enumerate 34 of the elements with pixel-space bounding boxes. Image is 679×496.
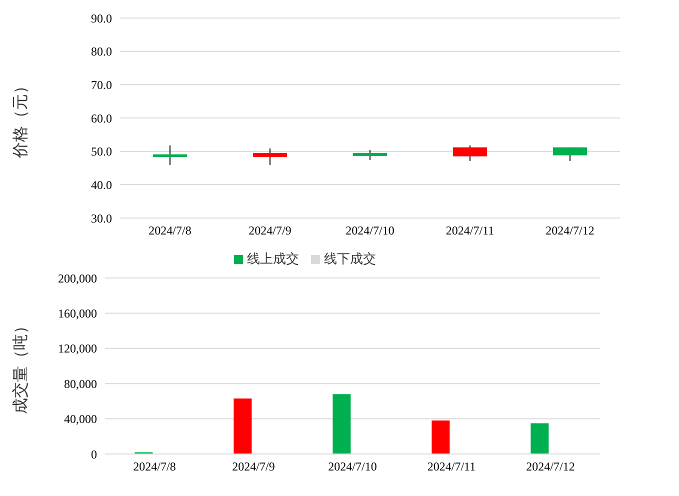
y-tick-label: 80,000 bbox=[64, 376, 97, 391]
legend-label: 线下成交 bbox=[323, 251, 376, 268]
y-tick-label: 80.0 bbox=[91, 44, 112, 59]
y-tick-label: 60.0 bbox=[91, 111, 112, 126]
legend-label: 线上成交 bbox=[246, 251, 299, 268]
x-tick-label: 2024/7/8 bbox=[133, 460, 176, 474]
y-tick-label: 40,000 bbox=[64, 412, 97, 426]
candlestick bbox=[253, 148, 287, 166]
y-tick-label: 160,000 bbox=[58, 306, 97, 320]
y-tick-label: 40.0 bbox=[91, 178, 112, 192]
y-axis-title: 成交量（吨） bbox=[10, 318, 30, 414]
y-tick-label: 200,000 bbox=[58, 271, 97, 286]
x-tick-label: 2024/7/8 bbox=[148, 224, 192, 238]
y-tick-label: 70.0 bbox=[91, 78, 112, 92]
y-axis-title: 价格（元） bbox=[10, 78, 30, 159]
x-tick-label: 2024/7/12 bbox=[546, 224, 594, 238]
y-tick-label: 50.0 bbox=[91, 144, 112, 159]
y-tick-label: 90.0 bbox=[91, 11, 112, 26]
candlestick bbox=[353, 150, 387, 160]
x-tick-label: 2024/7/11 bbox=[427, 460, 476, 474]
bar bbox=[234, 398, 252, 454]
y-tick-label: 0 bbox=[91, 447, 97, 462]
x-tick-label: 2024/7/10 bbox=[346, 224, 394, 238]
x-tick-label: 2024/7/11 bbox=[446, 224, 494, 238]
candlestick bbox=[153, 144, 187, 166]
bar bbox=[332, 394, 351, 454]
bar bbox=[530, 423, 549, 454]
x-tick-label: 2024/7/9 bbox=[248, 224, 292, 238]
x-tick-label: 2024/7/10 bbox=[328, 460, 377, 474]
x-tick-label: 2024/7/9 bbox=[232, 460, 275, 474]
bar bbox=[432, 420, 450, 454]
x-tick-label: 2024/7/12 bbox=[526, 460, 575, 474]
y-tick-label: 120,000 bbox=[58, 342, 97, 356]
y-tick-label: 30.0 bbox=[91, 211, 112, 226]
